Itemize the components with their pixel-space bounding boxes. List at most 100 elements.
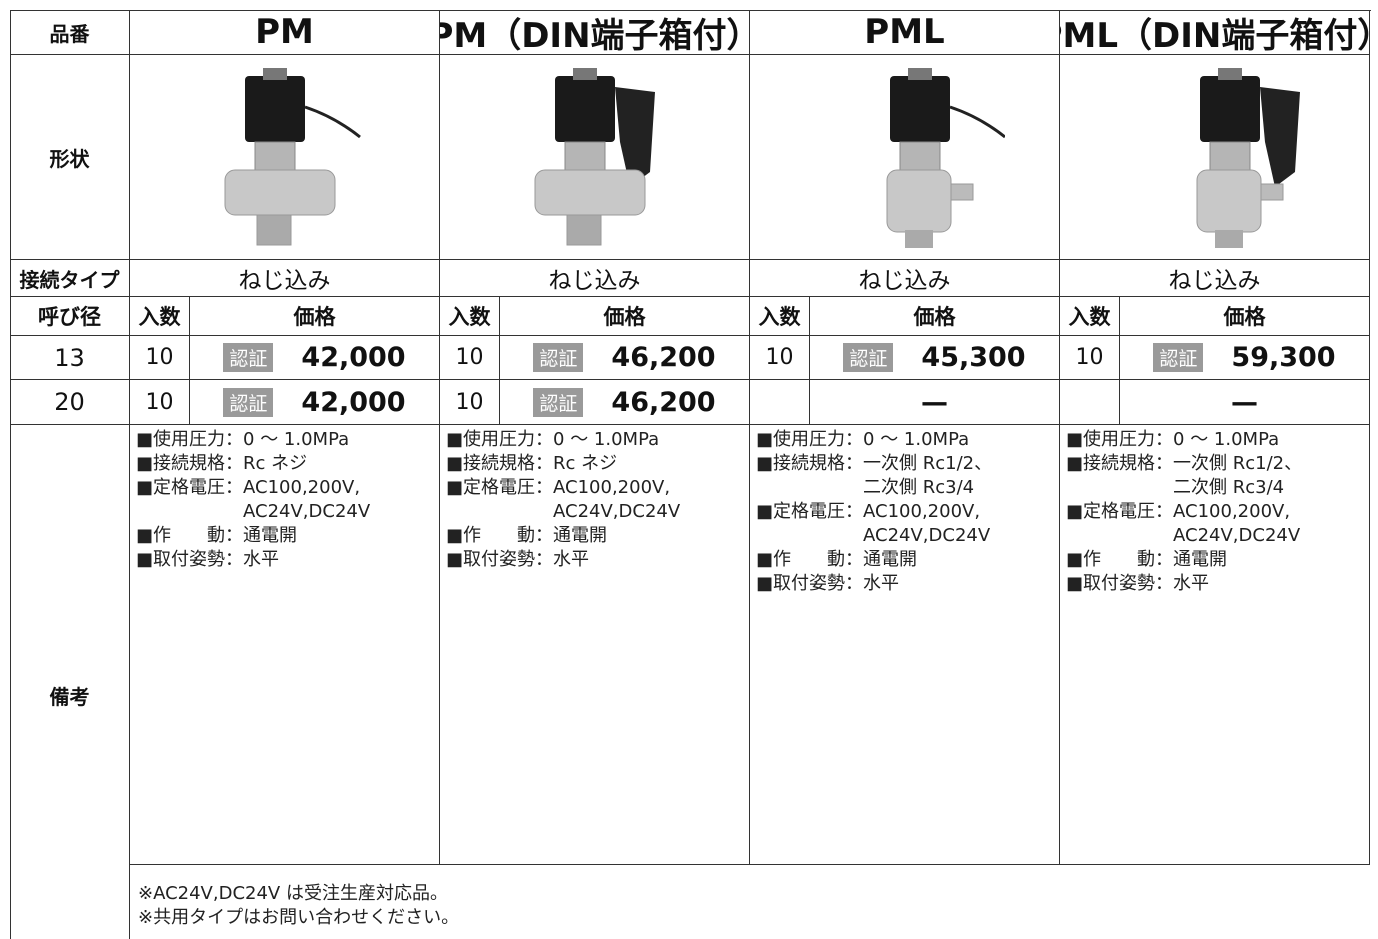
note-item: ■取付姿勢： 水平 (756, 572, 992, 596)
footnote: ※共用タイプはお問い合わせください。 (138, 907, 460, 928)
note-label: ■使用圧力： (756, 429, 864, 450)
remarks-notes: ■使用圧力： 0 ～ 1.0MPa ■接続規格： 一次側 Rc1/2、 二次側 Rc3/… (1066, 428, 1302, 596)
note-value: 0 ～ 1.0MPa (1173, 428, 1279, 452)
price: 46,200 (611, 342, 716, 373)
remarks-notes: ■使用圧力： 0 ～ 1.0MPa ■接続規格： Rc ネジ ■定格電圧： AC100,2… (136, 428, 370, 572)
price-header: 価格 (190, 297, 440, 336)
note-value: 水平 (553, 548, 589, 572)
note-line: 水平 (553, 549, 590, 570)
note-item: ■接続規格： 一次側 Rc1/2、 二次側 Rc3/4 (756, 452, 992, 500)
qty-header: 入数 (440, 297, 500, 336)
qty-header: 入数 (750, 297, 810, 336)
note-line: AC24V,DC24V (553, 501, 681, 522)
note-value: Rc ネジ (243, 452, 307, 476)
note-value: 一次側 Rc1/2、 二次側 Rc3/4 (1173, 452, 1302, 500)
label-cell: 接続タイプ (10, 260, 130, 297)
remarks-notes: ■使用圧力： 0 ～ 1.0MPa ■接続規格： Rc ネジ ■定格電圧： AC100,2… (446, 428, 680, 572)
qty (1060, 380, 1120, 425)
product-image (130, 55, 440, 260)
note-label: ■使用圧力： (1066, 429, 1174, 450)
note-value: 通電開 (863, 548, 917, 572)
product-name: PM（DIN端子箱付） (440, 10, 750, 55)
note-line: Rc ネジ (243, 453, 308, 474)
footnote: ※AC24V,DC24V は受注生産対応品。 (138, 883, 448, 904)
note-item: ■接続規格： Rc ネジ (446, 452, 680, 476)
note-line: 0 ～ 1.0MPa (243, 429, 350, 450)
note-item: ■使用圧力： 0 ～ 1.0MPa (756, 428, 992, 452)
cert-badge: 認証 (533, 387, 584, 417)
product-image (1060, 55, 1370, 260)
size-cell: 13 (10, 336, 130, 380)
product-name: PML (750, 10, 1060, 55)
qty: 10 (440, 380, 500, 425)
valve-photo (1196, 68, 1300, 248)
note-label: ■作 動： (446, 525, 554, 546)
note-value: 0 ～ 1.0MPa (243, 428, 349, 452)
note-label: ■取付姿勢： (756, 573, 864, 594)
footnotes: ※AC24V,DC24V は受注生産対応品。 ※共用タイプはお問い合わせください。 (138, 882, 459, 930)
note-line: 一次側 Rc1/2、 (863, 453, 993, 474)
price: 59,300 (1231, 342, 1336, 373)
note-value: 水平 (243, 548, 279, 572)
qty: 10 (130, 380, 190, 425)
price-header: 価格 (500, 297, 750, 336)
note-value: 水平 (863, 572, 899, 596)
note-item: ■接続規格： Rc ネジ (136, 452, 370, 476)
price-cell: — (810, 380, 1060, 425)
label-cell: 形状 (10, 55, 130, 260)
note-value: AC100,200V, AC24V,DC24V (1173, 500, 1300, 548)
note-value: AC100,200V, AC24V,DC24V (243, 476, 370, 524)
note-label: ■接続規格： (136, 453, 244, 474)
cert-badge: 認証 (533, 343, 584, 372)
qty: 10 (130, 336, 190, 380)
note-label: ■取付姿勢： (1066, 573, 1174, 594)
note-item: ■作 動： 通電開 (136, 524, 370, 548)
connection-type: ねじ込み (1060, 260, 1370, 297)
valve-photo (886, 68, 1005, 248)
product-image (750, 55, 1060, 260)
note-item: ■取付姿勢： 水平 (1066, 572, 1302, 596)
remarks-cell (130, 425, 440, 865)
note-line: 水平 (1173, 573, 1210, 594)
note-item: ■取付姿勢： 水平 (446, 548, 680, 572)
price-cell: 認証 45,300 (810, 336, 1060, 380)
note-item: ■使用圧力： 0 ～ 1.0MPa (1066, 428, 1302, 452)
note-label: ■定格電圧： (756, 501, 864, 522)
price: — (921, 386, 948, 418)
label-cell: 備考 (10, 425, 130, 939)
size-cell: 20 (10, 380, 130, 425)
note-label: ■作 動： (1066, 549, 1174, 570)
note-item: ■使用圧力： 0 ～ 1.0MPa (136, 428, 370, 452)
note-line: AC100,200V, (553, 477, 671, 498)
qty-header: 入数 (130, 297, 190, 336)
note-item: ■使用圧力： 0 ～ 1.0MPa (446, 428, 680, 452)
price-cell: 認証 46,200 (500, 336, 750, 380)
remarks-notes: ■使用圧力： 0 ～ 1.0MPa ■接続規格： 一次側 Rc1/2、 二次側 Rc3/… (756, 428, 992, 596)
note-label: ■作 動： (136, 525, 244, 546)
price: 42,000 (301, 386, 406, 418)
note-item: ■作 動： 通電開 (446, 524, 680, 548)
product-name: PML（DIN端子箱付） (1060, 10, 1370, 55)
price-cell: 認証 46,200 (500, 380, 750, 425)
cert-badge: 認証 (223, 343, 274, 372)
note-value: 水平 (1173, 572, 1209, 596)
price-cell: 認証 42,000 (190, 336, 440, 380)
note-item: ■定格電圧： AC100,200V, AC24V,DC24V (446, 476, 680, 524)
qty: 10 (750, 336, 810, 380)
remarks-cell (750, 425, 1060, 865)
note-line: 二次側 Rc3/4 (863, 477, 975, 498)
note-label: ■作 動： (756, 549, 864, 570)
product-image (440, 55, 750, 260)
note-line: 0 ～ 1.0MPa (863, 429, 970, 450)
note-item: ■接続規格： 一次側 Rc1/2、 二次側 Rc3/4 (1066, 452, 1302, 500)
note-line: AC100,200V, (243, 477, 361, 498)
remarks-cell (440, 425, 750, 865)
note-line: AC24V,DC24V (863, 525, 991, 546)
valve-photo (534, 68, 655, 246)
note-item: ■定格電圧： AC100,200V, AC24V,DC24V (756, 500, 992, 548)
note-label: ■接続規格： (756, 453, 864, 474)
price-cell: 認証 59,300 (1120, 336, 1370, 380)
note-label: ■使用圧力： (136, 429, 244, 450)
connection-type: ねじ込み (750, 260, 1060, 297)
